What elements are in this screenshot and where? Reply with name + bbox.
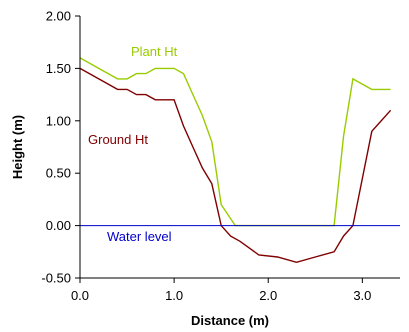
- axes-layer: [75, 15, 400, 283]
- series-line-plant-ht: [79, 57, 391, 227]
- y-tick-label: 2.00: [46, 9, 71, 24]
- series-label-plant-ht: Plant Ht: [131, 44, 178, 59]
- y-tick-label: 1.00: [46, 113, 71, 128]
- x-tick-label: 0.0: [71, 288, 89, 303]
- series-label-water-level: Water level: [107, 229, 172, 244]
- labels-layer: -0.50 0.00 0.50 1.00 1.50 2.00 0.0 1.0 2.0 3.0 Dis…: [10, 9, 371, 329]
- x-axis-title: Distance (m): [191, 313, 269, 328]
- y-axis-title: Height (m): [10, 115, 25, 179]
- y-tick-label: 1.50: [46, 61, 71, 76]
- y-tick-label: 0.50: [46, 166, 71, 181]
- x-tick-label: 3.0: [353, 288, 371, 303]
- series-label-ground-ht: Ground Ht: [88, 132, 148, 147]
- y-tick-label: 0.00: [46, 218, 71, 233]
- series-line-ground-ht: [79, 67, 392, 264]
- x-tick-label: 2.0: [259, 288, 277, 303]
- x-tick-label: 1.0: [165, 288, 183, 303]
- y-tick-label: -0.50: [41, 271, 71, 286]
- series-lines-layer: [79, 57, 400, 264]
